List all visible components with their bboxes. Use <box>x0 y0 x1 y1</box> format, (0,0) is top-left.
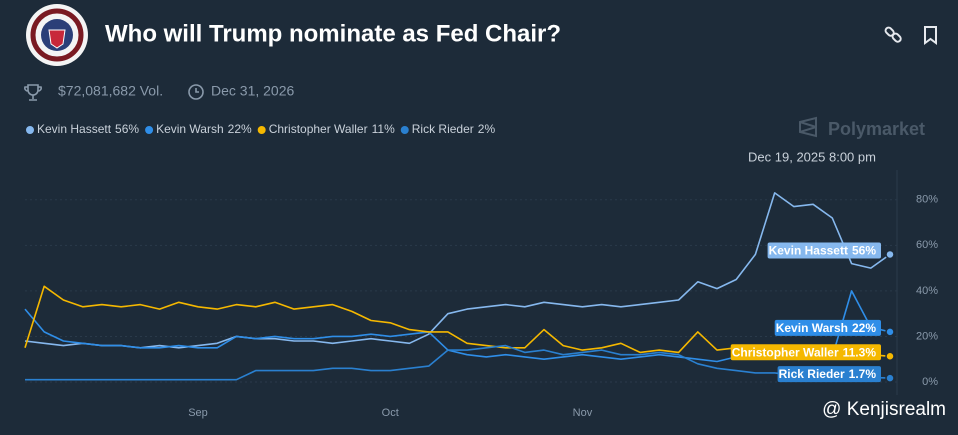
y-tick-label: 60% <box>916 239 938 251</box>
end-label-name: Kevin Hassett <box>769 244 848 258</box>
legend-entry: Rick Rieder 2% <box>412 122 496 136</box>
end-point <box>885 327 895 337</box>
end-point <box>885 373 895 383</box>
end-point <box>885 249 895 260</box>
legend-marker <box>400 126 409 134</box>
bookmark-button[interactable] <box>924 26 937 45</box>
end-label-name: Rick Rieder <box>779 367 845 381</box>
legend-entry: Kevin Hassett 56% <box>37 122 139 136</box>
hover-label: Dec 19, 2025 8:00 pm <box>748 149 876 164</box>
logo <box>26 4 88 66</box>
end-label-value: 11.3% <box>843 345 877 359</box>
x-tick-label: Nov <box>573 407 593 419</box>
y-tick-label: 20% <box>916 330 938 342</box>
end-label-box <box>767 242 881 259</box>
link-button[interactable] <box>884 26 902 43</box>
x-tick-label: Oct <box>382 407 399 419</box>
legend-value: 22% <box>228 122 252 136</box>
legend-name: Kevin Hassett <box>37 122 112 136</box>
end-label: Kevin Hassett 56% <box>767 242 881 259</box>
end-label: Kevin Warsh 22% <box>774 319 881 336</box>
legend-marker <box>26 126 34 134</box>
end-label-name: Christopher Waller <box>732 345 839 359</box>
y-tick-label: 40% <box>916 285 938 297</box>
legend-marker <box>145 126 154 134</box>
polymarket-logo <box>799 116 817 138</box>
legend-marker <box>257 126 266 134</box>
end-label-value: 1.7% <box>849 367 877 381</box>
clock-icon <box>188 84 204 100</box>
end-label-text: Kevin Warsh 22% <box>776 321 877 335</box>
legend-entry: Kevin Warsh 22% <box>156 122 252 136</box>
legend-name: Rick Rieder <box>412 122 474 136</box>
end-label-text: Christopher Waller 11.3% <box>732 345 877 359</box>
legend-entry: Christopher Waller 11% <box>269 122 395 136</box>
end-label-value: 22% <box>852 321 876 335</box>
end-label-text: Kevin Hassett 56% <box>769 244 877 258</box>
end-label-box <box>777 366 881 383</box>
legend-value: 56% <box>115 122 139 136</box>
brand: Polymarket <box>828 119 925 139</box>
legend-name: Christopher Waller <box>269 122 368 136</box>
trophy-icon <box>24 84 42 101</box>
y-tick-label: 0% <box>922 376 938 388</box>
end-date: Dec 31, 2026 <box>211 83 294 99</box>
end-label-name: Kevin Warsh <box>776 321 848 335</box>
end-point <box>885 351 895 362</box>
end-label-box <box>774 319 881 336</box>
x-tick-label: Sep <box>188 407 208 419</box>
end-label-text: Rick Rieder 1.7% <box>779 367 877 381</box>
title: Who will Trump nominate as Fed Chair? <box>105 20 561 47</box>
end-label-box <box>730 344 881 361</box>
legend-value: 2% <box>478 122 496 136</box>
legend-value: 11% <box>372 122 395 136</box>
legend-name: Kevin Warsh <box>156 122 224 136</box>
volume: $72,081,682 Vol. <box>58 83 163 99</box>
series-line <box>25 344 891 381</box>
end-label: Christopher Waller 11.3% <box>730 344 881 361</box>
watermark: @ Kenjisrealm <box>822 399 946 420</box>
end-label-value: 56% <box>852 244 876 258</box>
y-tick-label: 80% <box>916 194 938 206</box>
end-label: Rick Rieder 1.7% <box>777 366 881 383</box>
